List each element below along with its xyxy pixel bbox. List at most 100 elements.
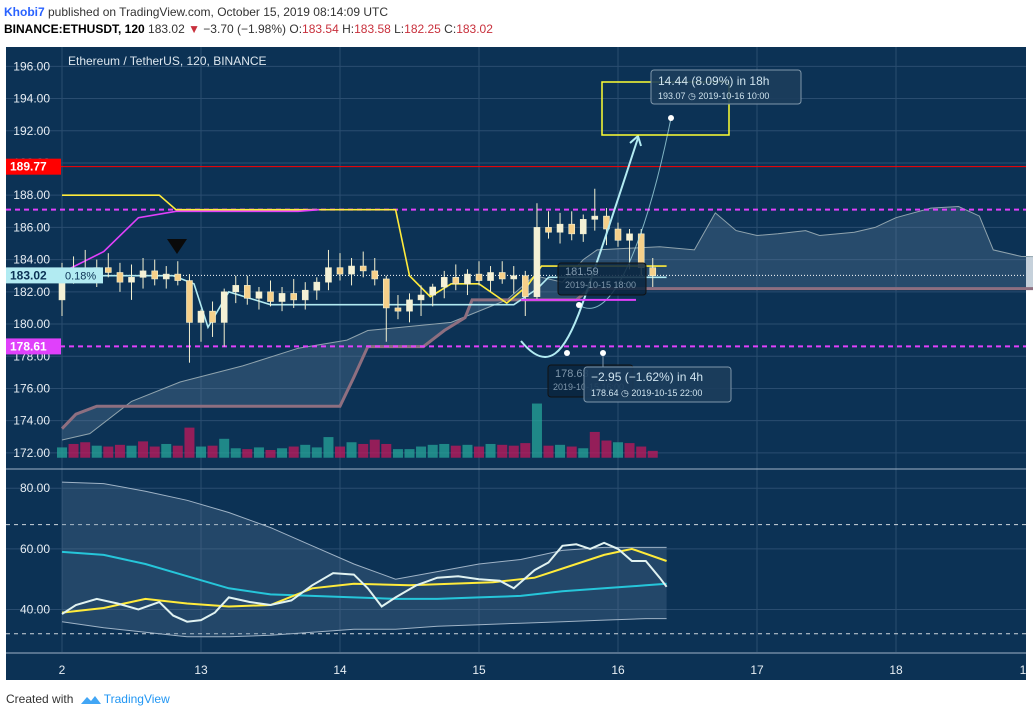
- candle-body[interactable]: [371, 270, 379, 280]
- volume-bar: [543, 445, 554, 458]
- price-tick-label: 194.00: [13, 92, 50, 106]
- candle-body[interactable]: [313, 281, 321, 291]
- target-point: [668, 115, 674, 121]
- ohlc-line: BINANCE:ETHUSDT, 120 183.02 ▼ −3.70 (−1.…: [4, 21, 1024, 38]
- mid-point: [576, 302, 582, 308]
- projection-drawing[interactable]: 14.44 (8.09%) in 18h 193.07 ◷ 2019-10-16 …: [520, 69, 802, 403]
- time-tick-label: 14: [333, 663, 347, 677]
- candle-body[interactable]: [533, 227, 541, 297]
- candle-body[interactable]: [243, 285, 251, 299]
- senkou-a-line: [61, 205, 1033, 441]
- candle-body[interactable]: [452, 277, 460, 285]
- low-point: [564, 350, 570, 356]
- volume-bar: [138, 441, 149, 458]
- volume-bar: [149, 446, 160, 458]
- volume-bar: [555, 444, 566, 458]
- candle-body[interactable]: [626, 233, 633, 241]
- candle-body[interactable]: [301, 289, 309, 301]
- price-tick-label: 180.00: [13, 317, 50, 331]
- volume-bar: [647, 450, 658, 458]
- candle-body[interactable]: [220, 291, 228, 323]
- volume-bar: [277, 448, 288, 458]
- open-value: 183.54: [302, 22, 339, 36]
- volume-bar: [520, 443, 531, 458]
- candle-body[interactable]: [614, 228, 622, 241]
- candle-body[interactable]: [464, 273, 471, 285]
- time-tick-label: 2: [59, 663, 66, 677]
- candle-body[interactable]: [336, 267, 344, 275]
- volume-bar: [253, 447, 264, 458]
- candle-body[interactable]: [174, 273, 182, 281]
- candle-body[interactable]: [394, 307, 402, 312]
- volume-bar: [381, 443, 392, 458]
- candle-body[interactable]: [487, 272, 494, 281]
- author-link[interactable]: Khobi7: [4, 5, 45, 19]
- candle-body[interactable]: [255, 291, 263, 299]
- target-sub-text: 193.07 ◷ 2019-10-16 10:00: [658, 91, 769, 101]
- candle-body[interactable]: [162, 273, 170, 280]
- target-label-text: 14.44 (8.09%) in 18h: [658, 74, 769, 88]
- volume-bar: [462, 444, 473, 458]
- volume-bar: [427, 444, 438, 458]
- candle-body[interactable]: [417, 294, 425, 301]
- candle-body[interactable]: [591, 215, 599, 220]
- candle-body[interactable]: [649, 267, 657, 277]
- candle-body[interactable]: [579, 219, 587, 235]
- candle-body[interactable]: [232, 285, 240, 293]
- candle-body[interactable]: [197, 310, 205, 323]
- candle-body[interactable]: [325, 267, 332, 283]
- tradingview-link[interactable]: TradingView: [103, 692, 170, 706]
- volume-bar: [172, 445, 183, 458]
- candle-body[interactable]: [359, 265, 367, 272]
- last-price: 183.02: [144, 22, 189, 36]
- chart-area[interactable]: 14.44 (8.09%) in 18h 193.07 ◷ 2019-10-16 …: [0, 42, 1033, 682]
- volume-bar: [636, 446, 647, 458]
- volume-bar: [288, 446, 299, 458]
- volume-bar: [474, 446, 484, 458]
- volume-bar: [439, 443, 450, 458]
- volume-bar: [300, 444, 311, 458]
- candle-body[interactable]: [209, 310, 216, 323]
- chart-header: Khobi7 published on TradingView.com, Oct…: [4, 4, 1024, 38]
- price-change: −3.70 (−1.98%): [199, 22, 287, 36]
- candle-body[interactable]: [475, 273, 483, 281]
- candle-body[interactable]: [151, 270, 159, 280]
- volume-bar: [346, 442, 357, 458]
- candle-body[interactable]: [348, 265, 355, 275]
- candle-body[interactable]: [186, 280, 193, 323]
- volume-bar: [624, 443, 635, 458]
- candle-body[interactable]: [510, 275, 518, 280]
- candle-body[interactable]: [128, 277, 135, 283]
- volume-bar: [508, 445, 519, 458]
- candle-body[interactable]: [521, 275, 529, 297]
- volume-bar: [196, 446, 206, 458]
- candle-body[interactable]: [139, 270, 147, 278]
- candle-body[interactable]: [440, 277, 448, 288]
- volume-bar: [68, 443, 79, 458]
- candle-body[interactable]: [545, 227, 552, 233]
- candle-body[interactable]: [556, 223, 564, 233]
- footer: Created with TradingView: [6, 692, 170, 706]
- candle-body[interactable]: [290, 293, 298, 301]
- volume-bar: [103, 446, 114, 458]
- open-label: O:: [286, 22, 303, 36]
- time-tick-label: 1: [1020, 663, 1027, 677]
- candle-body[interactable]: [406, 299, 413, 312]
- volume-bar: [392, 449, 403, 458]
- low-value: 182.25: [404, 22, 441, 36]
- price-tick-label: 182.00: [13, 285, 50, 299]
- candle-body[interactable]: [498, 272, 506, 280]
- drop-label-text: −2.95 (−1.62%) in 4h: [591, 370, 703, 384]
- projection-arrowhead-icon: [629, 134, 642, 147]
- candle-body[interactable]: [429, 286, 437, 296]
- rsi-band-lower: [61, 618, 667, 638]
- candle-body[interactable]: [116, 272, 124, 283]
- candle-body[interactable]: [267, 291, 274, 302]
- price-tag-text: 183.02: [10, 268, 47, 282]
- rsi-signal-line: [61, 547, 667, 614]
- candle-body[interactable]: [278, 293, 286, 302]
- candle-body[interactable]: [568, 223, 576, 235]
- candle-body[interactable]: [104, 267, 112, 273]
- volume-bar: [613, 442, 623, 458]
- candle-body[interactable]: [382, 278, 390, 309]
